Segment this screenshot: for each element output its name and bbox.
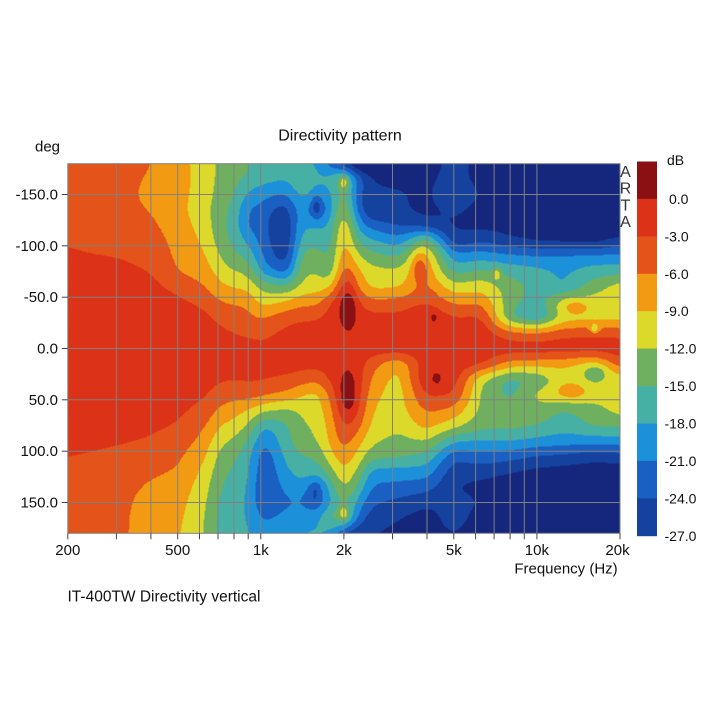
svg-text:500: 500 xyxy=(165,542,190,559)
svg-text:IT-400TW Directivity vertical: IT-400TW Directivity vertical xyxy=(68,589,261,606)
svg-text:50.0: 50.0 xyxy=(29,392,58,409)
svg-text:-15.0: -15.0 xyxy=(665,378,697,394)
svg-text:-50.0: -50.0 xyxy=(24,289,58,306)
svg-text:1k: 1k xyxy=(253,542,269,559)
svg-text:-24.0: -24.0 xyxy=(665,490,697,506)
svg-text:200: 200 xyxy=(55,542,80,559)
svg-text:T: T xyxy=(621,197,631,214)
svg-text:-100.0: -100.0 xyxy=(15,238,58,255)
svg-text:2k: 2k xyxy=(336,542,352,559)
svg-text:-6.0: -6.0 xyxy=(665,266,689,282)
svg-text:-18.0: -18.0 xyxy=(665,416,697,432)
svg-text:0.0: 0.0 xyxy=(669,191,689,207)
svg-text:A: A xyxy=(620,164,631,181)
svg-text:5k: 5k xyxy=(446,542,462,559)
svg-text:150.0: 150.0 xyxy=(20,495,58,512)
svg-text:-12.0: -12.0 xyxy=(665,341,697,357)
svg-text:100.0: 100.0 xyxy=(20,443,58,460)
svg-text:Directivity pattern: Directivity pattern xyxy=(278,128,402,145)
svg-text:-150.0: -150.0 xyxy=(15,187,58,204)
svg-text:0.0: 0.0 xyxy=(37,341,58,358)
svg-text:Frequency (Hz): Frequency (Hz) xyxy=(514,561,617,578)
svg-text:-3.0: -3.0 xyxy=(665,228,689,244)
svg-text:deg: deg xyxy=(35,139,60,156)
svg-text:20k: 20k xyxy=(605,542,630,559)
svg-text:-27.0: -27.0 xyxy=(665,528,697,544)
svg-text:R: R xyxy=(620,181,632,198)
svg-text:A: A xyxy=(620,214,631,231)
svg-text:dB: dB xyxy=(667,152,684,168)
svg-text:-9.0: -9.0 xyxy=(665,303,689,319)
svg-text:10k: 10k xyxy=(525,542,550,559)
svg-text:-21.0: -21.0 xyxy=(665,453,697,469)
